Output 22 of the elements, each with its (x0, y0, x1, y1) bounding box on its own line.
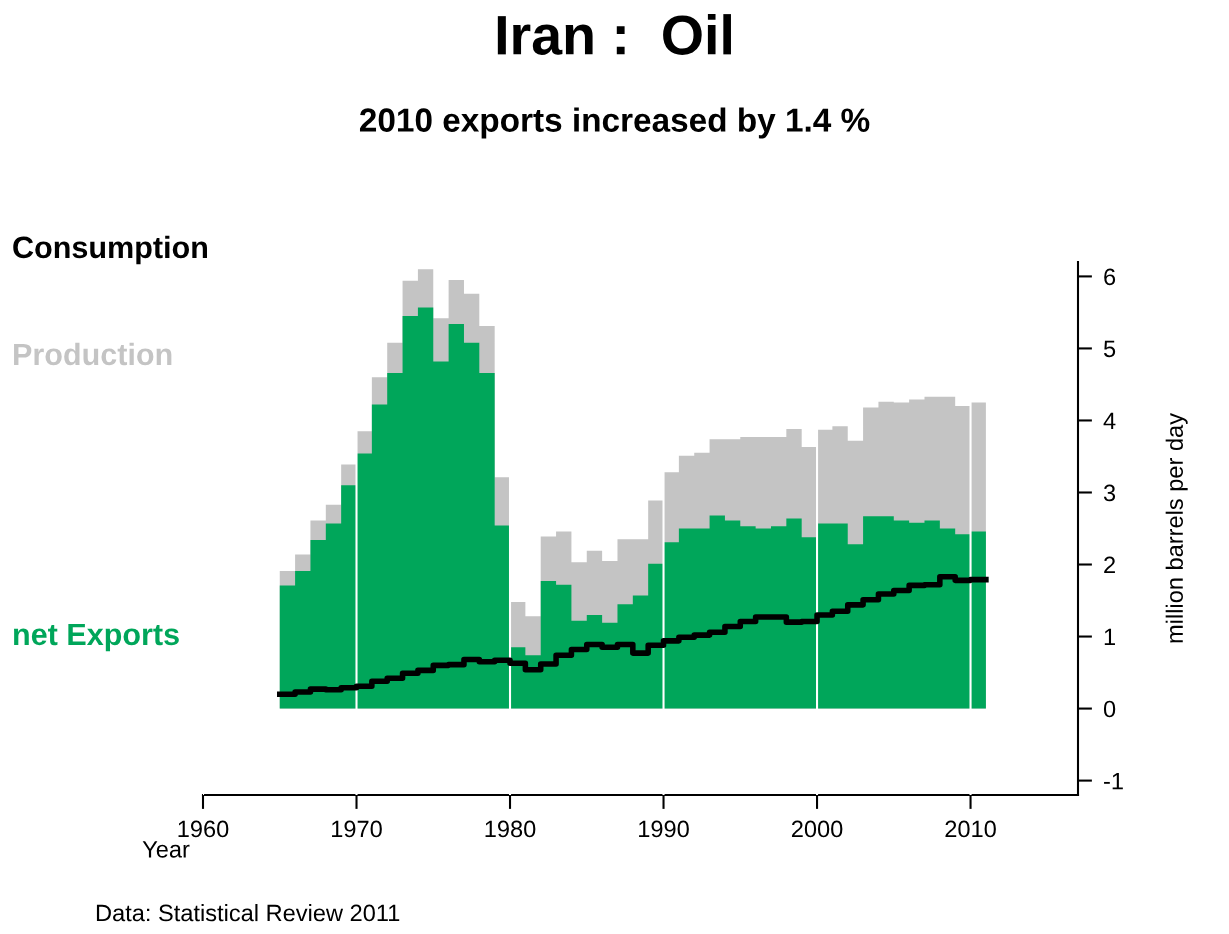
text: Consumption (13, 235, 207, 265)
x-tick-label: 2010 (945, 820, 996, 838)
text: Production (14, 342, 172, 366)
y-tick-label: 2 (1104, 556, 1115, 574)
y-tick-label: 0 (1103, 700, 1116, 718)
text: Data: Statistical Review 2011 (96, 903, 400, 922)
x-tick-label: 1990 (639, 820, 689, 838)
chart-subtitle: 2010 exports increased by 1.4 % (359, 107, 870, 139)
y-tick-label: 6 (1104, 268, 1116, 286)
y-axis-title: million barrels per day (1165, 413, 1188, 643)
y-tick-label: 3 (1103, 484, 1116, 502)
y-tick-label: 4 (1103, 412, 1116, 430)
text: net Exports (14, 623, 179, 652)
x-tick-label: 1970 (332, 820, 382, 838)
y-tick-label: 1 (1104, 628, 1115, 646)
x-tick-label: 1980 (485, 820, 536, 838)
chart-title: Iran : Oil (497, 14, 731, 55)
x-tick-label: 2000 (791, 820, 843, 838)
y-tick-label: -1 (1104, 772, 1123, 790)
x-tick-label: 1960 (178, 820, 229, 838)
x-axis-title: Year (142, 841, 190, 858)
y-tick-label: 5 (1103, 340, 1116, 358)
